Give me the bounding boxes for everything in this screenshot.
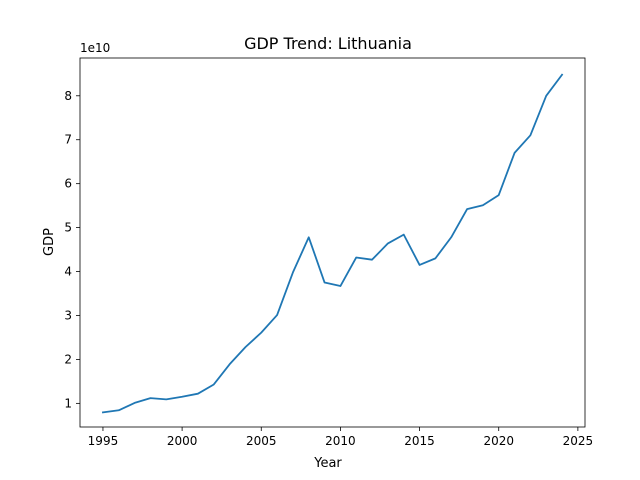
y-tick-label: 3 bbox=[64, 308, 72, 322]
x-tick-label: 2020 bbox=[483, 434, 514, 448]
series-line-0 bbox=[101, 73, 564, 414]
y-tick-label: 5 bbox=[64, 221, 72, 235]
y-tick-label: 8 bbox=[64, 89, 72, 103]
y-tick-label: 7 bbox=[64, 133, 72, 147]
y-tick-label: 2 bbox=[64, 352, 72, 366]
x-axis-label: Year bbox=[313, 456, 342, 471]
x-tick-label: 2015 bbox=[404, 434, 435, 448]
y-tick-label: 4 bbox=[64, 265, 72, 279]
y-tick-label: 6 bbox=[64, 177, 72, 191]
x-tick-label: 2025 bbox=[563, 434, 594, 448]
y-tick-label: 1 bbox=[64, 396, 72, 410]
x-tick-label: 1995 bbox=[88, 434, 119, 448]
x-tick-label: 2005 bbox=[246, 434, 277, 448]
chart-title: GDP Trend: Lithuania bbox=[244, 34, 412, 53]
axes-frame bbox=[79, 57, 586, 428]
y-axis-label: GDP bbox=[42, 228, 57, 256]
plot-area: 1995 2000 2005 2010 2015 2020 2025 1 2 3 4 5 6 7 8 bbox=[64, 57, 594, 448]
y-axis-offset-label: 1e10 bbox=[80, 41, 110, 55]
x-tick-label: 2000 bbox=[167, 434, 198, 448]
x-tick-label: 2010 bbox=[325, 434, 356, 448]
